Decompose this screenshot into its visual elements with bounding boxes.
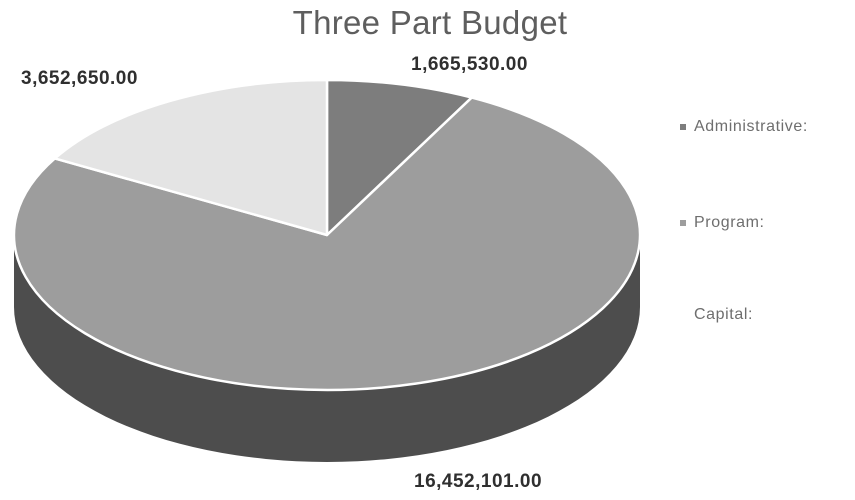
legend-label-capital: Capital: (694, 306, 754, 323)
pie-slice-program (12, 96, 642, 392)
pie-side-program (14, 235, 640, 462)
legend-label-program: Program: (694, 214, 765, 231)
pie-slice-capital (53, 78, 329, 237)
legend-swatch-program (680, 220, 686, 226)
pie-slice-administrative (325, 78, 473, 237)
legend-item-administrative: Administrative: (680, 118, 808, 136)
legend-swatch-administrative (680, 124, 686, 130)
legend-item-program: Program: (680, 214, 765, 232)
data-label-administrative: 1,665,530.00 (411, 54, 528, 75)
data-label-program: 16,452,101.00 (414, 471, 543, 492)
chart-title: Three Part Budget (292, 4, 568, 41)
legend-label-administrative: Administrative: (694, 118, 808, 135)
data-label-capital: 3,652,650.00 (21, 68, 138, 89)
legend-item-capital: Capital: (680, 306, 753, 324)
